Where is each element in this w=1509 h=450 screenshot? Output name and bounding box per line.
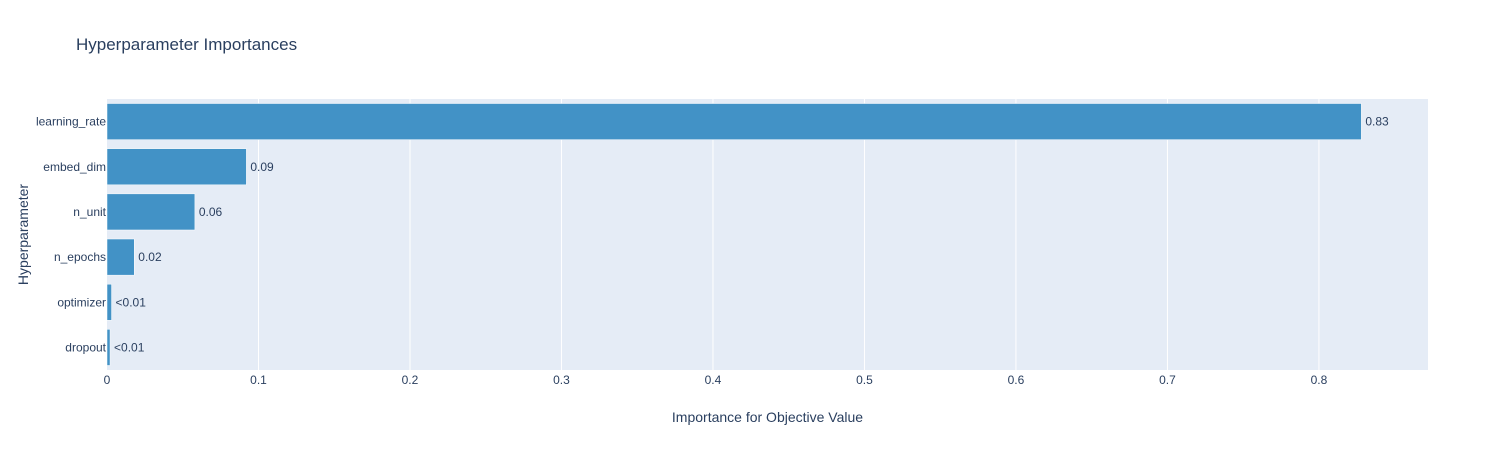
x-tick-label: 0.8 — [1311, 373, 1328, 387]
x-tick-label: 0.1 — [250, 373, 267, 387]
y-axis-title: Hyperparameter — [15, 184, 31, 285]
y-tick-label: dropout — [65, 340, 106, 354]
y-tick-label: n_unit — [73, 205, 106, 219]
bars — [106, 103, 1362, 366]
x-tick-label: 0.4 — [705, 373, 722, 387]
plot-area — [107, 99, 1428, 370]
bar-value-labels: 0.83 0.09 0.06 0.02 <0.01 <0.01 — [114, 115, 1389, 355]
x-tick-labels: 0 0.1 0.2 0.3 0.4 0.5 0.6 0.7 0.8 — [104, 373, 1328, 387]
y-tick-label: embed_dim — [43, 160, 106, 174]
bar-value-label: <0.01 — [114, 340, 145, 354]
bar-value-label: 0.02 — [138, 250, 162, 264]
chart-title: Hyperparameter Importances — [76, 35, 297, 54]
bar-value-label: 0.09 — [250, 160, 274, 174]
x-tick-label: 0.7 — [1159, 373, 1176, 387]
y-tick-label: optimizer — [57, 295, 106, 309]
bar-n-epochs — [106, 238, 135, 276]
bar-dropout — [106, 329, 111, 366]
x-tick-label: 0.3 — [553, 373, 570, 387]
x-tick-label: 0.6 — [1008, 373, 1025, 387]
bar-learning-rate — [106, 103, 1362, 140]
bar-optimizer — [106, 283, 112, 321]
y-tick-label: n_epochs — [54, 250, 106, 264]
bar-value-label: 0.06 — [199, 205, 223, 219]
x-tick-label: 0.5 — [856, 373, 873, 387]
bar-value-label: 0.83 — [1365, 115, 1389, 129]
bar-embed-dim — [106, 148, 247, 186]
x-axis-title: Importance for Objective Value — [672, 409, 863, 425]
bar-n-unit — [106, 193, 196, 231]
gridlines — [257, 99, 1320, 370]
y-tick-label: learning_rate — [36, 115, 106, 129]
bar-value-label: <0.01 — [116, 295, 147, 309]
x-tick-label: 0 — [104, 373, 111, 387]
x-tick-label: 0.2 — [402, 373, 419, 387]
y-tick-labels: learning_rate embed_dim n_unit n_epochsopti… — [36, 115, 107, 355]
